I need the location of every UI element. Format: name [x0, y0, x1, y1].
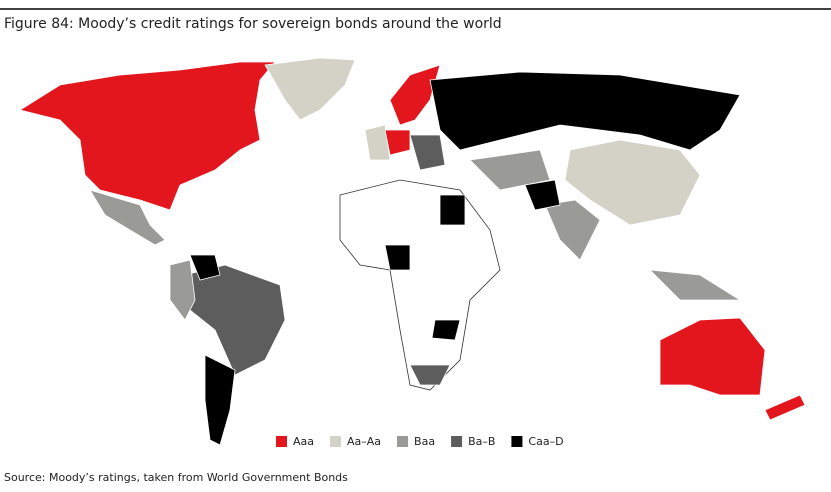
- region: [264, 57, 356, 121]
- region: [439, 194, 466, 226]
- region: [204, 354, 236, 446]
- region: [184, 264, 286, 376]
- region: [339, 179, 501, 391]
- title: Figure 84: Moody’s credit ratings for so…: [4, 16, 502, 32]
- world-map: [18, 57, 806, 446]
- legend-label: Ba–B: [468, 435, 495, 448]
- region: [431, 319, 461, 341]
- region: [544, 199, 601, 261]
- region: [564, 139, 701, 226]
- region: [169, 259, 196, 321]
- legend-swatch: [397, 436, 409, 447]
- legend-label: Baa: [414, 435, 435, 448]
- region: [524, 179, 561, 211]
- region: [189, 254, 221, 281]
- region: [89, 189, 166, 246]
- legend-swatch: [451, 436, 463, 447]
- legend-label: Caa–D: [528, 435, 563, 448]
- source: Source: Moody’s ratings, taken from Worl…: [4, 471, 348, 484]
- legend-label: Aaa: [293, 435, 314, 448]
- region: [429, 71, 741, 151]
- region: [384, 244, 411, 271]
- legend-swatch: [276, 436, 287, 447]
- legend-swatch: [330, 436, 342, 447]
- region: [409, 134, 446, 171]
- legend-label: Aa–Aa: [347, 435, 381, 448]
- region: [659, 317, 766, 396]
- region: [469, 149, 551, 191]
- legend-swatch: [511, 436, 523, 447]
- legend: Aaa Aa–Aa Baa Ba–B Caa–D: [276, 435, 564, 448]
- region: [409, 364, 451, 386]
- region: [364, 124, 391, 161]
- region: [764, 394, 806, 421]
- region: [389, 64, 441, 126]
- region: [18, 61, 276, 211]
- region: [648, 269, 742, 301]
- region: [384, 129, 411, 156]
